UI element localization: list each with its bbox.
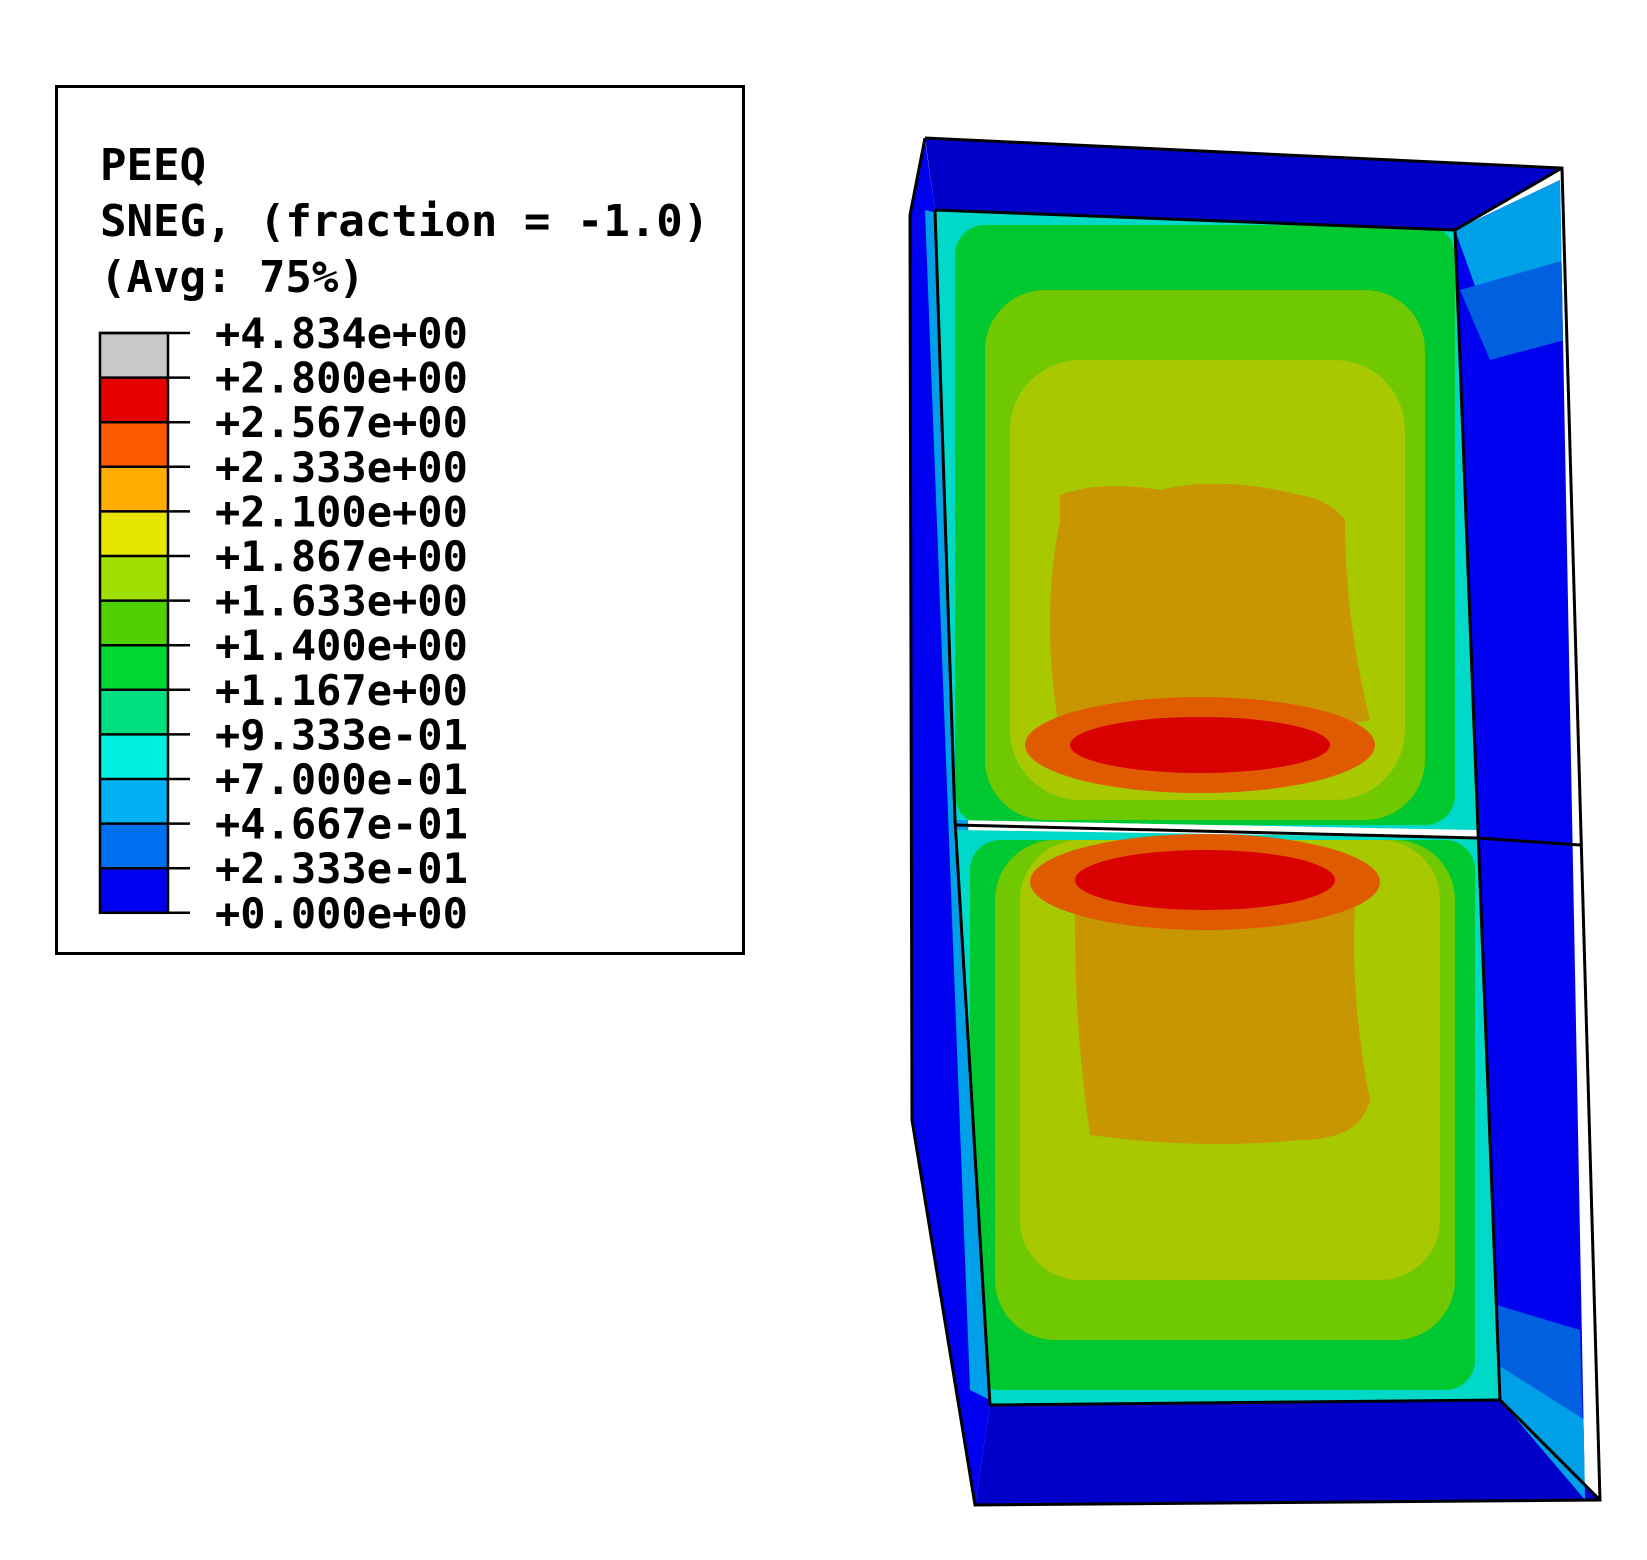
legend-section: SNEG, (fraction = -1.0) bbox=[100, 196, 710, 247]
legend-variable: PEEQ bbox=[100, 140, 206, 191]
color-scale-label: +7.000e-01 bbox=[215, 755, 468, 804]
color-band bbox=[100, 645, 168, 691]
color-scale-label: +2.567e+00 bbox=[215, 398, 468, 447]
legend-box: PEEQ SNEG, (fraction = -1.0) (Avg: 75%) bbox=[55, 85, 745, 955]
color-scale-labels: +4.834e+00+2.800e+00+2.567e+00+2.333e+00… bbox=[215, 309, 468, 938]
color-band bbox=[100, 377, 168, 423]
color-scale-label: +9.333e-01 bbox=[215, 710, 468, 759]
color-band bbox=[100, 868, 168, 914]
color-scale-bands bbox=[98, 331, 170, 915]
color-scale-label: +1.633e+00 bbox=[215, 577, 468, 626]
color-band bbox=[100, 422, 168, 468]
color-scale-ticks bbox=[100, 331, 190, 915]
color-scale-label: +1.167e+00 bbox=[215, 666, 468, 715]
color-band bbox=[100, 734, 168, 780]
color-band bbox=[100, 689, 168, 735]
top-panel bbox=[935, 210, 1478, 830]
model-outline bbox=[908, 136, 1602, 1507]
color-scale-label: +1.867e+00 bbox=[215, 532, 468, 581]
color-scale-label: +2.333e+00 bbox=[215, 443, 468, 492]
color-scale-label: +4.834e+00 bbox=[215, 309, 468, 358]
color-band bbox=[100, 823, 168, 869]
color-band bbox=[100, 779, 168, 825]
color-band bbox=[100, 600, 168, 646]
color-scale-label: +2.800e+00 bbox=[215, 354, 468, 403]
color-scale-label: +0.000e+00 bbox=[215, 889, 468, 938]
color-scale-label: +2.100e+00 bbox=[215, 487, 468, 536]
color-band bbox=[100, 466, 168, 512]
legend-averaging: (Avg: 75%) bbox=[100, 252, 365, 303]
bottom-flange bbox=[975, 1400, 1600, 1505]
color-band bbox=[100, 511, 168, 557]
color-scale-label: +4.667e-01 bbox=[215, 800, 468, 849]
color-band bbox=[100, 556, 168, 602]
color-band bbox=[100, 333, 168, 379]
color-scale-label: +2.333e-01 bbox=[215, 844, 468, 893]
color-scale-label: +1.400e+00 bbox=[215, 621, 468, 670]
bottom-panel bbox=[955, 830, 1500, 1405]
